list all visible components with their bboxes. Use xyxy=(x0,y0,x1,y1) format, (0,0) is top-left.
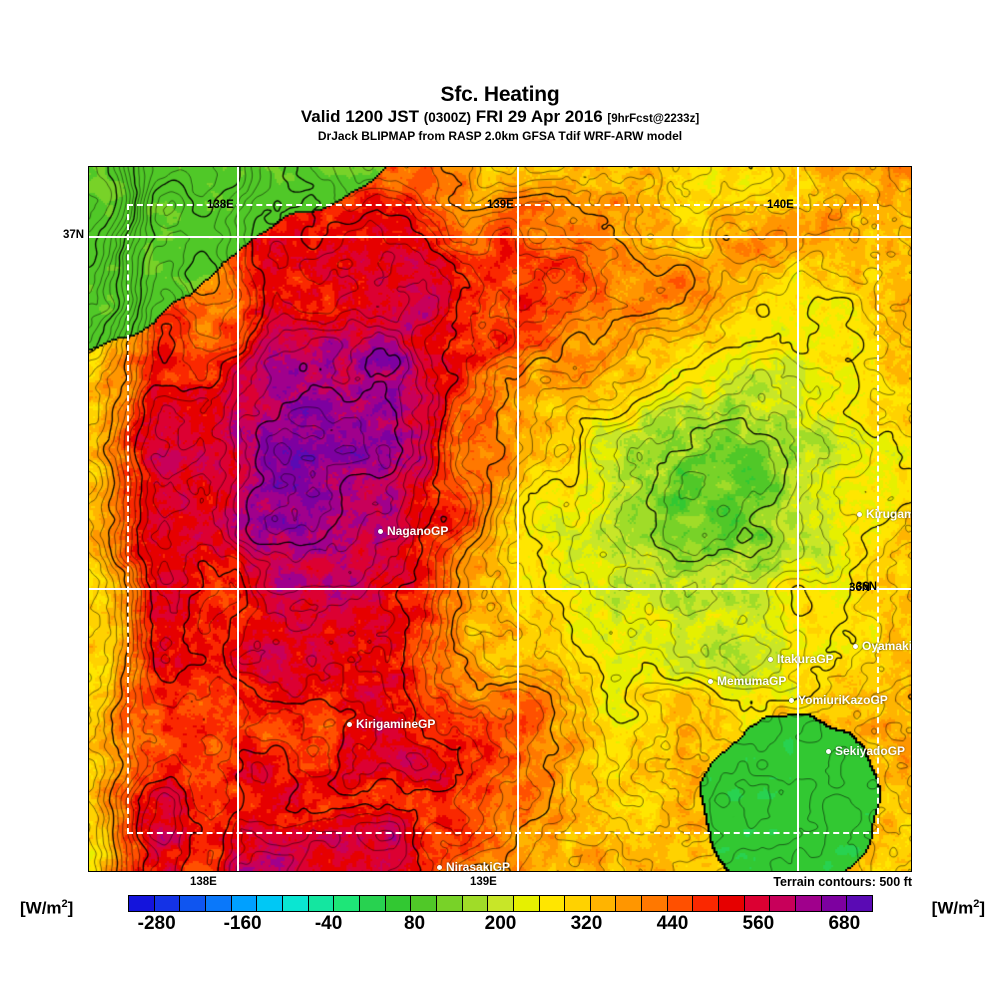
station-label: ItakuraGP xyxy=(777,652,834,666)
graticule-label: 138E xyxy=(207,199,234,211)
colorbar-tick-labels: -280 -160 -40 80 200 320 440 560 680 xyxy=(128,913,873,939)
colorbar-swatch xyxy=(513,896,540,911)
station-marker[interactable]: OyamakiruGP xyxy=(853,639,912,653)
station-marker[interactable]: YomiuriKazoGP xyxy=(789,693,888,707)
colorbar-unit-right: [W/m2] xyxy=(931,898,985,918)
graticule-label: 139E xyxy=(487,199,514,211)
station-dot-icon xyxy=(768,656,773,662)
colorbar-tick: 80 xyxy=(403,913,426,934)
forecast-domain-box xyxy=(127,204,879,834)
colorbar-swatch xyxy=(359,896,386,911)
colorbar-swatch xyxy=(462,896,489,911)
colorbar-swatch xyxy=(667,896,694,911)
colorbar-swatch xyxy=(205,896,232,911)
graticule-parallel xyxy=(89,588,911,590)
colorbar-swatch xyxy=(821,896,848,911)
station-dot-icon xyxy=(708,678,713,684)
station-dot-icon xyxy=(437,864,442,870)
colorbar-swatch xyxy=(257,896,283,911)
axis-tick-label: 36N xyxy=(856,581,878,593)
station-label: SekiyadoGP xyxy=(835,744,906,758)
colorbar-swatch xyxy=(770,896,797,911)
station-marker[interactable]: ItakuraGP xyxy=(768,652,834,666)
map-plot-area[interactable]: 138E139E140E37N36N NaganoGPKirigamineGPN… xyxy=(88,166,912,872)
colorbar-swatch xyxy=(616,896,643,911)
colorbar-swatch xyxy=(308,896,335,911)
station-dot-icon xyxy=(826,748,831,754)
axis-tick-label: 138E xyxy=(190,876,217,888)
station-label: NaganoGP xyxy=(387,524,449,538)
colorbar-swatch xyxy=(590,896,617,911)
valid-date: FRI 29 Apr 2016 xyxy=(475,107,603,127)
colorbar-swatch xyxy=(642,896,668,911)
graticule-meridian xyxy=(517,167,519,871)
colorbar-tick: 680 xyxy=(828,913,861,934)
station-dot-icon xyxy=(857,511,862,517)
axis-tick-label: 139E xyxy=(470,876,497,888)
colorbar-swatch xyxy=(693,896,720,911)
colorbar-swatch xyxy=(154,896,181,911)
graticule-meridian xyxy=(237,167,239,871)
colorbar-swatch xyxy=(565,896,591,911)
colorbar-swatch xyxy=(796,896,822,911)
station-label: MemumaGP xyxy=(717,674,787,688)
station-dot-icon xyxy=(789,697,794,703)
colorbar-tick: 320 xyxy=(570,913,603,934)
colorbar-tick: -160 xyxy=(223,913,262,934)
colorbar-scale[interactable] xyxy=(128,895,873,912)
station-label: NirasakiGP xyxy=(446,860,511,872)
station-marker[interactable]: KirugamaGP xyxy=(857,507,911,521)
colorbar-swatch xyxy=(539,896,566,911)
colorbar-row: [W/m2] [W/m2] -280 -160 -40 80 200 320 440 560 6… xyxy=(0,893,1000,953)
valid-prefix: Valid 1200 JST xyxy=(300,107,419,127)
colorbar-swatch xyxy=(385,896,412,911)
colorbar-swatch xyxy=(180,896,206,911)
colorbar-swatch xyxy=(847,896,873,911)
station-marker[interactable]: KirigamineGP xyxy=(347,717,435,731)
colorbar-swatch xyxy=(231,896,258,911)
graticule-meridian xyxy=(797,167,799,871)
colorbar-tick: 200 xyxy=(484,913,517,934)
graticule-label: 140E xyxy=(767,199,794,211)
colorbar-swatch xyxy=(129,896,155,911)
page-title: Sfc. Heating xyxy=(440,83,560,106)
colorbar-swatch xyxy=(411,896,437,911)
station-marker[interactable]: NaganoGP xyxy=(378,524,448,538)
graticule-parallel xyxy=(89,236,911,238)
colorbar-swatch xyxy=(282,896,309,911)
station-label: YomiuriKazoGP xyxy=(798,693,888,707)
heatmap-canvas xyxy=(89,167,911,871)
model-source-line: DrJack BLIPMAP from RASP 2.0km GFSA Tdif… xyxy=(317,129,683,144)
colorbar-tick: 560 xyxy=(742,913,775,934)
station-marker[interactable]: NirasakiGP xyxy=(437,860,511,872)
colorbar-swatch xyxy=(436,896,463,911)
station-label: OyamakiruGP xyxy=(862,639,912,653)
colorbar-tick: 440 xyxy=(656,913,689,934)
forecast-tag: [9hrFcst@2233z] xyxy=(607,113,700,126)
station-dot-icon xyxy=(853,643,858,649)
colorbar-tick: -40 xyxy=(314,913,343,934)
station-marker[interactable]: SekiyadoGP xyxy=(826,744,905,758)
colorbar-swatch xyxy=(719,896,745,911)
station-dot-icon xyxy=(347,721,352,727)
station-marker[interactable]: MemumaGP xyxy=(708,674,786,688)
valid-time-line: Valid 1200 JST (0300Z) FRI 29 Apr 2016 [… xyxy=(0,106,1000,127)
colorbar-swatch xyxy=(744,896,771,911)
terrain-contour-note: Terrain contours: 500 ft xyxy=(773,875,912,889)
station-dot-icon xyxy=(378,528,383,534)
axis-tick-label: 37N xyxy=(63,229,85,241)
graticule-label: 36N xyxy=(849,582,871,594)
colorbar-swatch xyxy=(488,896,514,911)
valid-utc: (0300Z) xyxy=(423,110,471,126)
station-label: KirugamaGP xyxy=(866,507,911,521)
title-block: Sfc. Heating Valid 1200 JST (0300Z) FRI … xyxy=(0,83,1000,145)
station-label: KirigamineGP xyxy=(356,717,436,731)
colorbar-unit-left: [W/m2] xyxy=(20,898,74,918)
colorbar-tick: -280 xyxy=(137,913,176,934)
colorbar-swatch xyxy=(334,896,360,911)
